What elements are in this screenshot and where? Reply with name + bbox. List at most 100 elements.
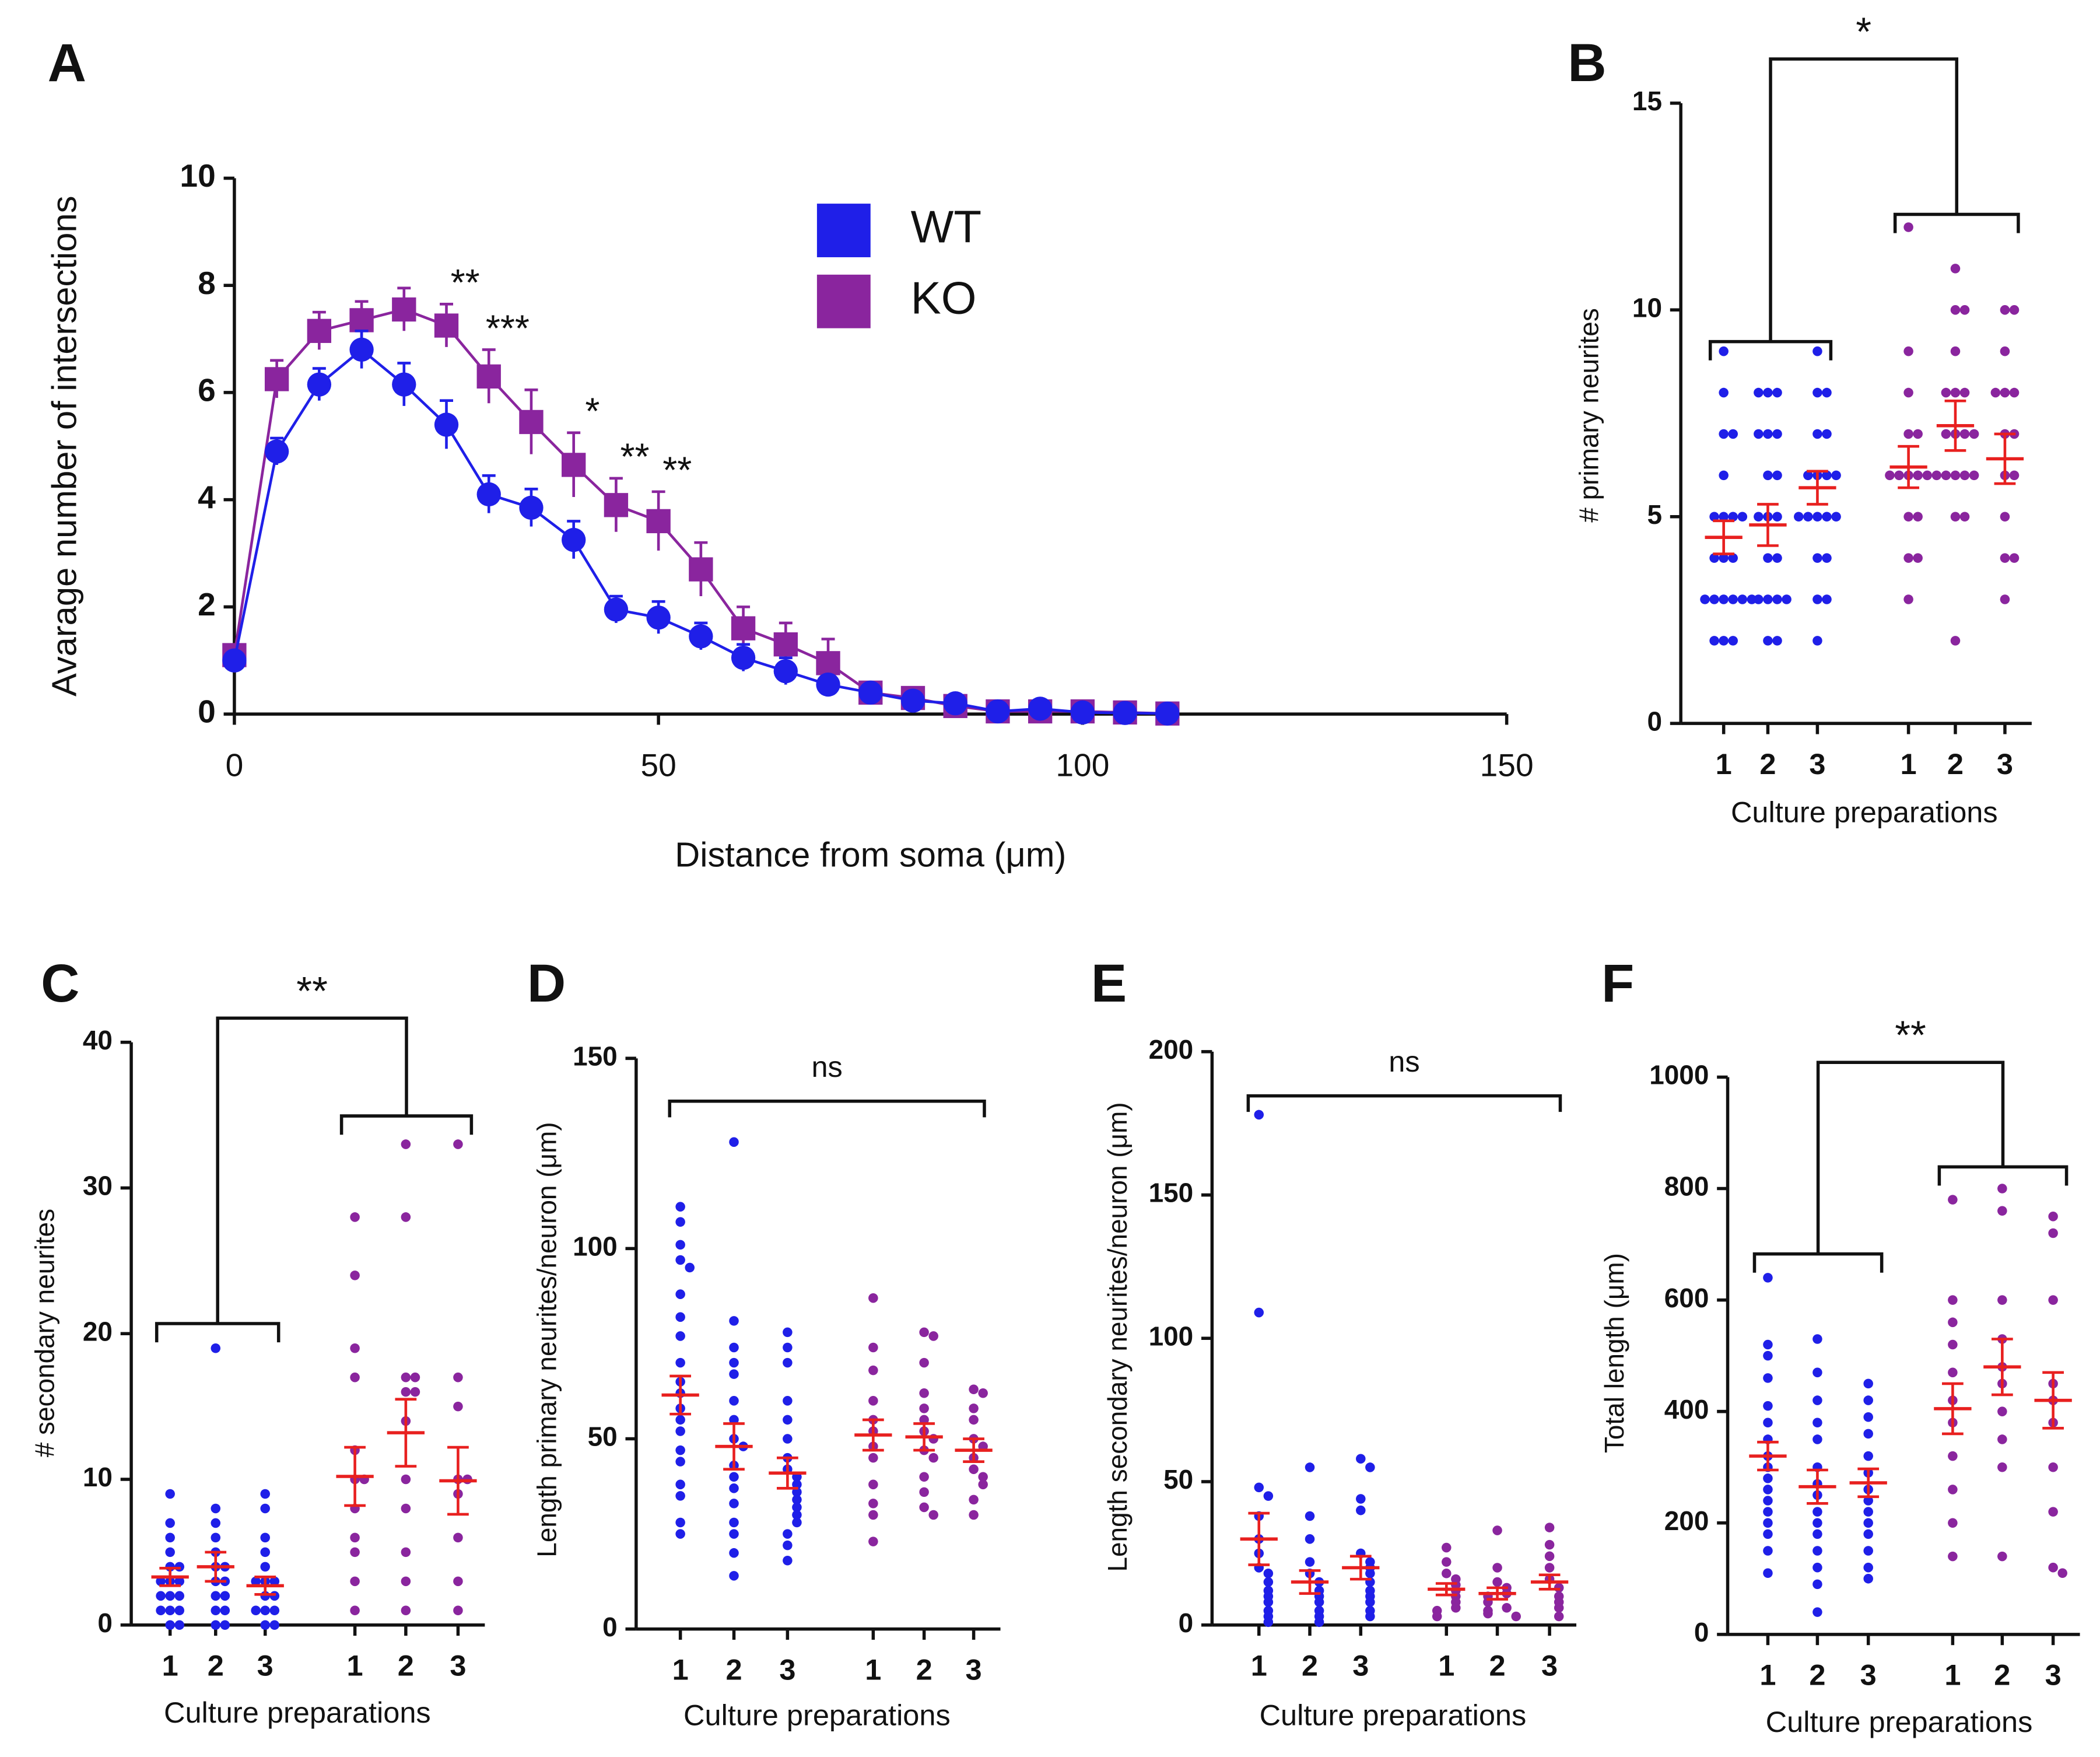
data-point xyxy=(260,1605,270,1616)
series-line xyxy=(233,348,1168,715)
data-point xyxy=(868,1536,878,1546)
data-point xyxy=(1492,1525,1502,1535)
data-point xyxy=(1812,553,1822,563)
data-point xyxy=(1812,1579,1822,1590)
data-point xyxy=(792,1517,802,1528)
marker xyxy=(858,680,883,705)
data-point xyxy=(1812,387,1822,398)
data-point xyxy=(165,1518,175,1528)
bracket xyxy=(668,1100,986,1118)
series-line xyxy=(233,308,1168,715)
data-point xyxy=(1763,470,1773,481)
data-point xyxy=(2048,1562,2058,1573)
data-point xyxy=(729,1396,739,1406)
data-point xyxy=(1863,1518,1873,1528)
data-point xyxy=(1812,594,1822,604)
x-tick-label: 3 xyxy=(1860,1658,1877,1692)
sem-bar xyxy=(1349,1555,1372,1581)
data-point xyxy=(2048,1212,2058,1222)
data-point xyxy=(1959,305,1970,315)
data-point xyxy=(401,1372,411,1382)
data-point xyxy=(2000,346,2010,356)
data-point xyxy=(1803,512,1813,522)
data-point xyxy=(1948,1485,1958,1494)
data-point xyxy=(1941,429,1951,439)
x-tick-label: 3 xyxy=(257,1649,274,1682)
bracket xyxy=(1769,57,1959,342)
data-point xyxy=(1365,1462,1375,1472)
data-point xyxy=(1812,1395,1822,1405)
data-point xyxy=(868,1499,878,1508)
data-point xyxy=(220,1591,230,1601)
data-point xyxy=(729,1316,739,1326)
data-point xyxy=(1728,553,1738,563)
data-point xyxy=(1719,512,1729,522)
data-point xyxy=(1263,1491,1274,1501)
x-tick-label: 2 xyxy=(1994,1658,2010,1692)
data-point xyxy=(685,1262,695,1273)
data-point xyxy=(1737,512,1748,522)
data-point xyxy=(729,1342,739,1353)
data-point xyxy=(1305,1557,1315,1567)
data-point xyxy=(1254,1110,1264,1120)
data-point xyxy=(1763,387,1773,398)
data-point xyxy=(1365,1611,1375,1622)
data-point xyxy=(783,1327,793,1338)
data-point xyxy=(1700,594,1710,604)
data-point xyxy=(1314,1597,1324,1607)
data-point xyxy=(1950,346,1961,356)
y-tick-label: 100 xyxy=(573,1231,618,1262)
data-point xyxy=(2009,387,2020,398)
significance: * xyxy=(1856,9,1871,54)
x-tick-label: 1 xyxy=(1759,1658,1776,1692)
y-axis-title: Avarage number of intersections xyxy=(45,196,84,696)
annotation: ** xyxy=(662,449,692,491)
data-point xyxy=(1903,429,1913,439)
data-point xyxy=(1442,1569,1452,1578)
data-point xyxy=(1737,594,1748,604)
data-point xyxy=(251,1605,261,1616)
data-point xyxy=(792,1510,802,1520)
marker xyxy=(434,412,459,437)
y-tick-label: 600 xyxy=(1664,1283,1709,1313)
data-point xyxy=(1822,512,1832,522)
data-point xyxy=(1763,1401,1773,1411)
data-point xyxy=(1432,1611,1442,1622)
data-point xyxy=(1492,1577,1502,1587)
data-point xyxy=(401,1212,411,1222)
data-point xyxy=(1719,553,1729,563)
bracket xyxy=(1246,1094,1562,1112)
x-tick-label: 2 xyxy=(208,1649,224,1682)
y-tick-label: 50 xyxy=(1163,1464,1193,1494)
x-tick-label: 3 xyxy=(1352,1649,1369,1682)
data-point xyxy=(1863,1507,1873,1517)
data-point xyxy=(868,1293,878,1303)
data-point xyxy=(1763,1529,1773,1539)
legend-label: KO xyxy=(911,272,977,323)
data-point xyxy=(174,1576,185,1587)
data-point xyxy=(1863,1546,1873,1556)
sem-bar xyxy=(963,1437,984,1463)
data-point xyxy=(1763,1339,1773,1350)
data-point xyxy=(156,1591,166,1601)
data-point xyxy=(1263,1617,1274,1628)
data-point xyxy=(211,1620,221,1630)
data-point xyxy=(969,1404,979,1413)
data-point xyxy=(1812,1562,1822,1573)
data-point xyxy=(783,1342,793,1353)
bracket xyxy=(339,1114,474,1135)
data-point xyxy=(1544,1539,1555,1550)
marker xyxy=(816,672,840,697)
bracket xyxy=(1893,212,2020,233)
data-point xyxy=(783,1540,793,1550)
data-point xyxy=(1812,636,1822,646)
sem-bar xyxy=(1857,1467,1880,1499)
data-point xyxy=(1709,636,1719,646)
data-point xyxy=(2000,594,2010,604)
data-point xyxy=(260,1620,270,1630)
data-point xyxy=(156,1605,166,1616)
data-point xyxy=(350,1532,360,1543)
data-point xyxy=(1763,594,1773,604)
significance: ** xyxy=(296,968,328,1013)
